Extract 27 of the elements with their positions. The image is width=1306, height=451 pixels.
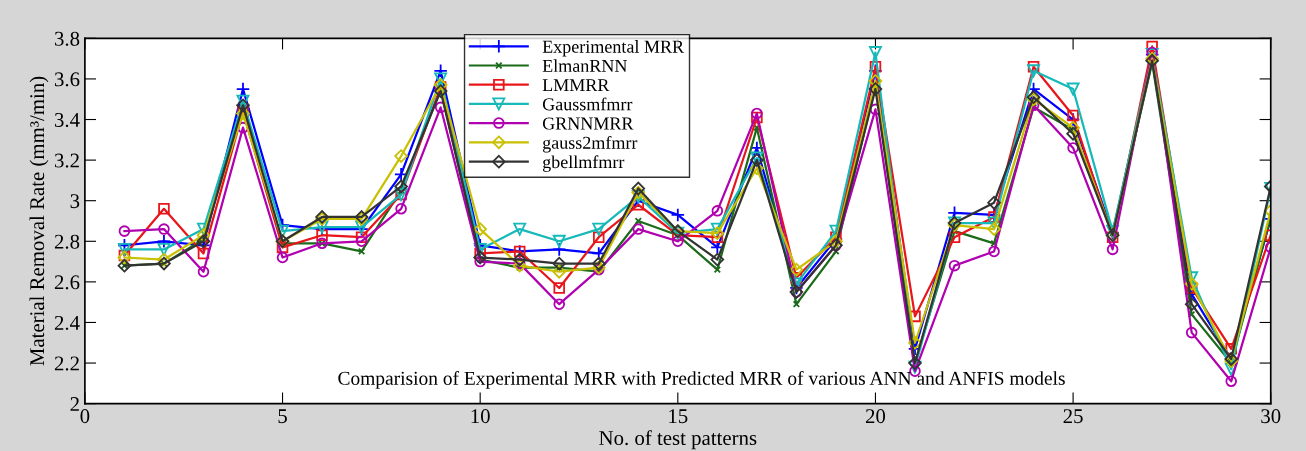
legend-label: GRNNMRR [542,117,634,130]
legend-label: gauss2mfmrr [542,135,638,153]
x-tick-label: 0 [80,409,90,424]
legend-label: Experimental MRR [542,40,685,57]
legend-label: gbellmfmrr [542,155,625,172]
x-tick-label: 10 [471,409,490,424]
legend-label: Gaussmfmrr [542,97,633,111]
legend-label: LMMRR [542,79,610,92]
annotation: Comparision of Experimental MRR with Predicted MRR of various ANN and ANFIS models [338,370,1065,389]
y-tick-label: 2.8 [54,234,80,249]
y-axis-title: Material Removal Rate (mm³/min) [29,76,49,366]
x-tick-label: 25 [1063,409,1083,424]
y-tick-label: 3.6 [54,72,80,87]
y-tick-label: 2 [70,397,79,411]
y-tick-label: 3.8 [54,31,80,46]
x-tick-label: 15 [669,409,688,424]
x-tick-label: 20 [865,409,886,424]
y-tick-label: 2.6 [54,275,80,290]
x-tick-label: 5 [278,409,287,424]
x-axis-title: No. of test patterns [599,430,757,450]
y-tick-label: 2.4 [54,315,80,330]
legend-label: ElmanRNN [542,59,628,72]
y-tick-label: 3 [70,194,80,209]
x-tick-label: 30 [1261,409,1281,424]
y-tick-label: 3.4 [54,112,80,128]
y-tick-label: 2.2 [54,356,79,371]
y-tick-label: 3.2 [54,153,79,168]
